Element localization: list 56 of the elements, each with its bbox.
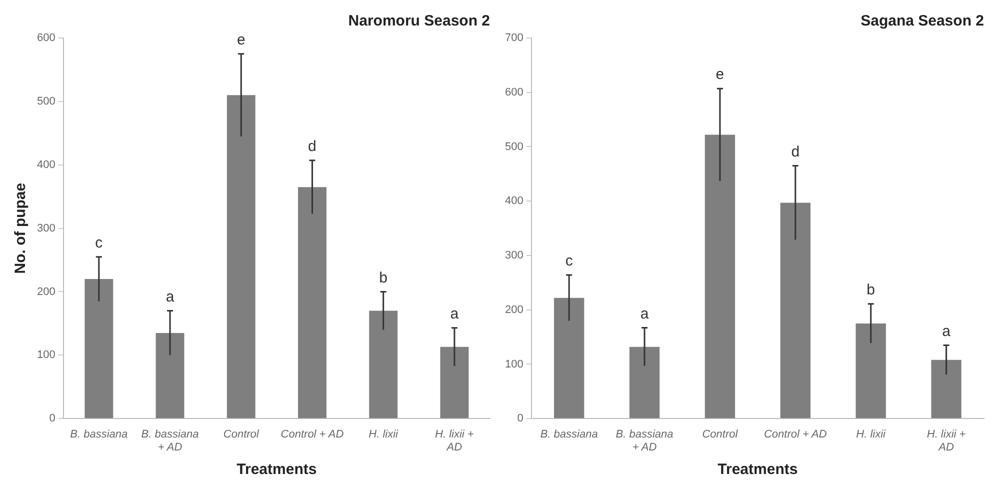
bar xyxy=(780,202,810,418)
y-tick-label: 300 xyxy=(504,250,524,262)
annotation: d xyxy=(791,143,800,160)
x-tick-label: B. bassiana xyxy=(540,428,598,440)
x-tick-label: H. lixii + AD xyxy=(435,428,474,454)
chart-title: Sagana Season 2 xyxy=(860,12,984,30)
x-axis-title: Treatments xyxy=(718,461,798,478)
y-tick-label: 500 xyxy=(36,95,56,108)
y-tick-label: 700 xyxy=(504,32,524,44)
bar xyxy=(856,323,886,418)
chart-title: Naromoru Season 2 xyxy=(348,12,490,30)
bar xyxy=(440,346,469,418)
bar xyxy=(156,332,184,418)
bar xyxy=(629,346,660,418)
x-tick-label: H. lixii + AD xyxy=(926,428,966,454)
annotation: d xyxy=(308,138,316,156)
x-tick-label: B. bassiana + AD xyxy=(616,428,674,454)
y-tick-label: 200 xyxy=(504,304,524,316)
bar xyxy=(554,298,584,418)
y-tick-label: 200 xyxy=(36,286,56,298)
x-tick-label: Control xyxy=(223,428,260,440)
x-tick-label: Control + AD xyxy=(764,428,827,440)
y-tick-label: 500 xyxy=(504,140,524,153)
x-tick-label: H. lixii xyxy=(368,428,399,440)
bar xyxy=(704,134,736,418)
x-tick-label: B. bassiana xyxy=(70,428,128,440)
y-tick-label: 400 xyxy=(504,195,524,208)
x-tick-label: Control + AD xyxy=(280,428,344,440)
x-axis-title: Treatments xyxy=(236,461,317,478)
annotation: e xyxy=(716,66,724,84)
x-tick-label: B. bassiana + AD xyxy=(141,428,199,454)
x-tick-label: H. lixii xyxy=(856,428,886,440)
y-tick-label: 600 xyxy=(36,32,56,44)
annotation: a xyxy=(942,322,952,340)
annotation: c xyxy=(95,234,104,252)
y-tick-label: 400 xyxy=(36,158,56,171)
bar xyxy=(931,360,962,418)
annotation: c xyxy=(565,252,574,270)
y-tick-label: 600 xyxy=(504,86,524,98)
y-tick-label: 100 xyxy=(504,358,524,370)
bar xyxy=(369,310,398,418)
y-tick-label: 300 xyxy=(36,222,56,234)
y-tick-label: 0 xyxy=(49,412,56,425)
bar xyxy=(298,187,326,418)
y-tick-label: 0 xyxy=(517,412,524,425)
annotation: a xyxy=(166,288,175,306)
annotation: a xyxy=(450,306,460,323)
x-tick-label: Control xyxy=(702,428,738,440)
y-axis-title: No. of pupae xyxy=(12,182,30,274)
y-tick-label: 100 xyxy=(36,349,56,362)
annotation: b xyxy=(866,282,876,299)
annotation: a xyxy=(640,305,650,322)
bar xyxy=(226,95,256,418)
bar xyxy=(84,279,114,418)
annotation: e xyxy=(236,32,246,48)
annotation: b xyxy=(379,269,388,286)
